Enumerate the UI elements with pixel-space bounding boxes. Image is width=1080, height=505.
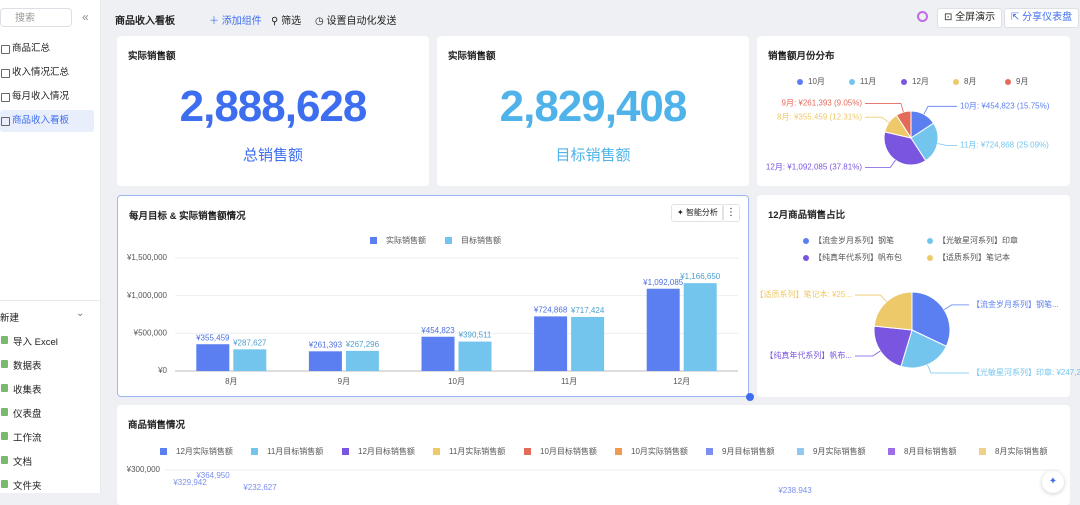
add-widget-label: 添加组件	[221, 16, 262, 27]
smart-analysis-label: 智能分析	[685, 208, 718, 217]
card-title: 12月商品销售占比	[768, 210, 846, 221]
new-title: 新建	[0, 313, 20, 324]
sidebar: 搜索 « 新建 ⌄ 商品汇总 收入情况汇总 每月收入情况 商品收入看板导入 Excel…	[0, 0, 101, 493]
bar-card[interactable]: 每月目标 & 实际销售额情况 ✦ 智能分析 ⋮	[117, 195, 749, 397]
topbar: 商品收入看板 ＋ 添加组件 ⚲ 筛选 ◷ 设置自动化发送 ⊡ 全屏演示 ⇱ 分享…	[101, 0, 1080, 34]
card-title: 实际销售额	[128, 51, 176, 62]
kpi-label: 总销售额	[242, 147, 303, 164]
pie-card[interactable]: 12月商品销售占比	[757, 195, 1070, 397]
nav-item[interactable]: 每月收入情况	[0, 86, 94, 108]
new-item[interactable]: 数据表	[0, 358, 42, 372]
new-item[interactable]: 收集表	[0, 382, 42, 396]
kpi-value: 2,888,628	[179, 82, 368, 131]
share-label: 分享仪表盘	[1022, 12, 1073, 23]
new-item[interactable]: 文档	[0, 454, 32, 468]
divider	[0, 300, 100, 301]
chevron[interactable]: ⌄	[76, 308, 85, 319]
filter[interactable]: ⚲ 筛选	[271, 16, 302, 27]
nav-item[interactable]: 商品汇总	[0, 38, 94, 60]
automation[interactable]: ◷ 设置自动化发送	[315, 16, 397, 27]
card-title: 商品销售情况	[128, 420, 186, 431]
new-item[interactable]: 工作流	[0, 430, 42, 444]
card-title: 每月目标 & 实际销售额情况	[129, 211, 246, 222]
new-item[interactable]: 仪表盘	[0, 406, 42, 420]
add-widget[interactable]: ＋ 添加组件	[209, 16, 262, 27]
kpi-value: 2,829,408	[499, 82, 688, 131]
automation-label: 设置自动化发送	[326, 16, 397, 27]
search-box[interactable]: 搜索	[0, 8, 72, 27]
filter-label: 筛选	[281, 16, 302, 27]
more-button[interactable]: ⋮	[722, 204, 740, 222]
nav-item[interactable]: 商品收入看板	[0, 110, 94, 132]
new-item[interactable]: 导入 Excel	[0, 334, 58, 348]
new-item[interactable]: 文件夹	[0, 478, 42, 492]
share-button[interactable]: ⇱ 分享仪表盘	[1004, 8, 1080, 28]
card-title: 销售额月份分布	[768, 51, 835, 62]
fullscreen-button[interactable]: ⊡ 全屏演示	[937, 8, 1003, 28]
pie-card[interactable]: 销售额月份分布	[757, 36, 1070, 186]
smart-analysis-button[interactable]: ✦ 智能分析	[671, 204, 724, 222]
nav-item[interactable]: 收入情况汇总	[0, 62, 94, 84]
fullscreen-label: 全屏演示	[955, 12, 996, 23]
resize-handle[interactable]	[746, 393, 754, 401]
assistant-button[interactable]: ✦	[1042, 471, 1064, 493]
sales-card[interactable]: 商品销售情况	[117, 405, 1070, 505]
dashboard-title: 商品收入看板	[115, 16, 175, 27]
collapse-icon[interactable]: «	[82, 10, 89, 24]
card-title: 实际销售额	[448, 51, 496, 62]
kpi-card[interactable]: 实际销售额 2,888,628 总销售额	[117, 36, 429, 186]
kpi-card[interactable]: 实际销售额 2,829,408 目标销售额	[437, 36, 749, 186]
kpi-label: 目标销售额	[555, 147, 631, 164]
ai-icon[interactable]	[917, 11, 928, 22]
